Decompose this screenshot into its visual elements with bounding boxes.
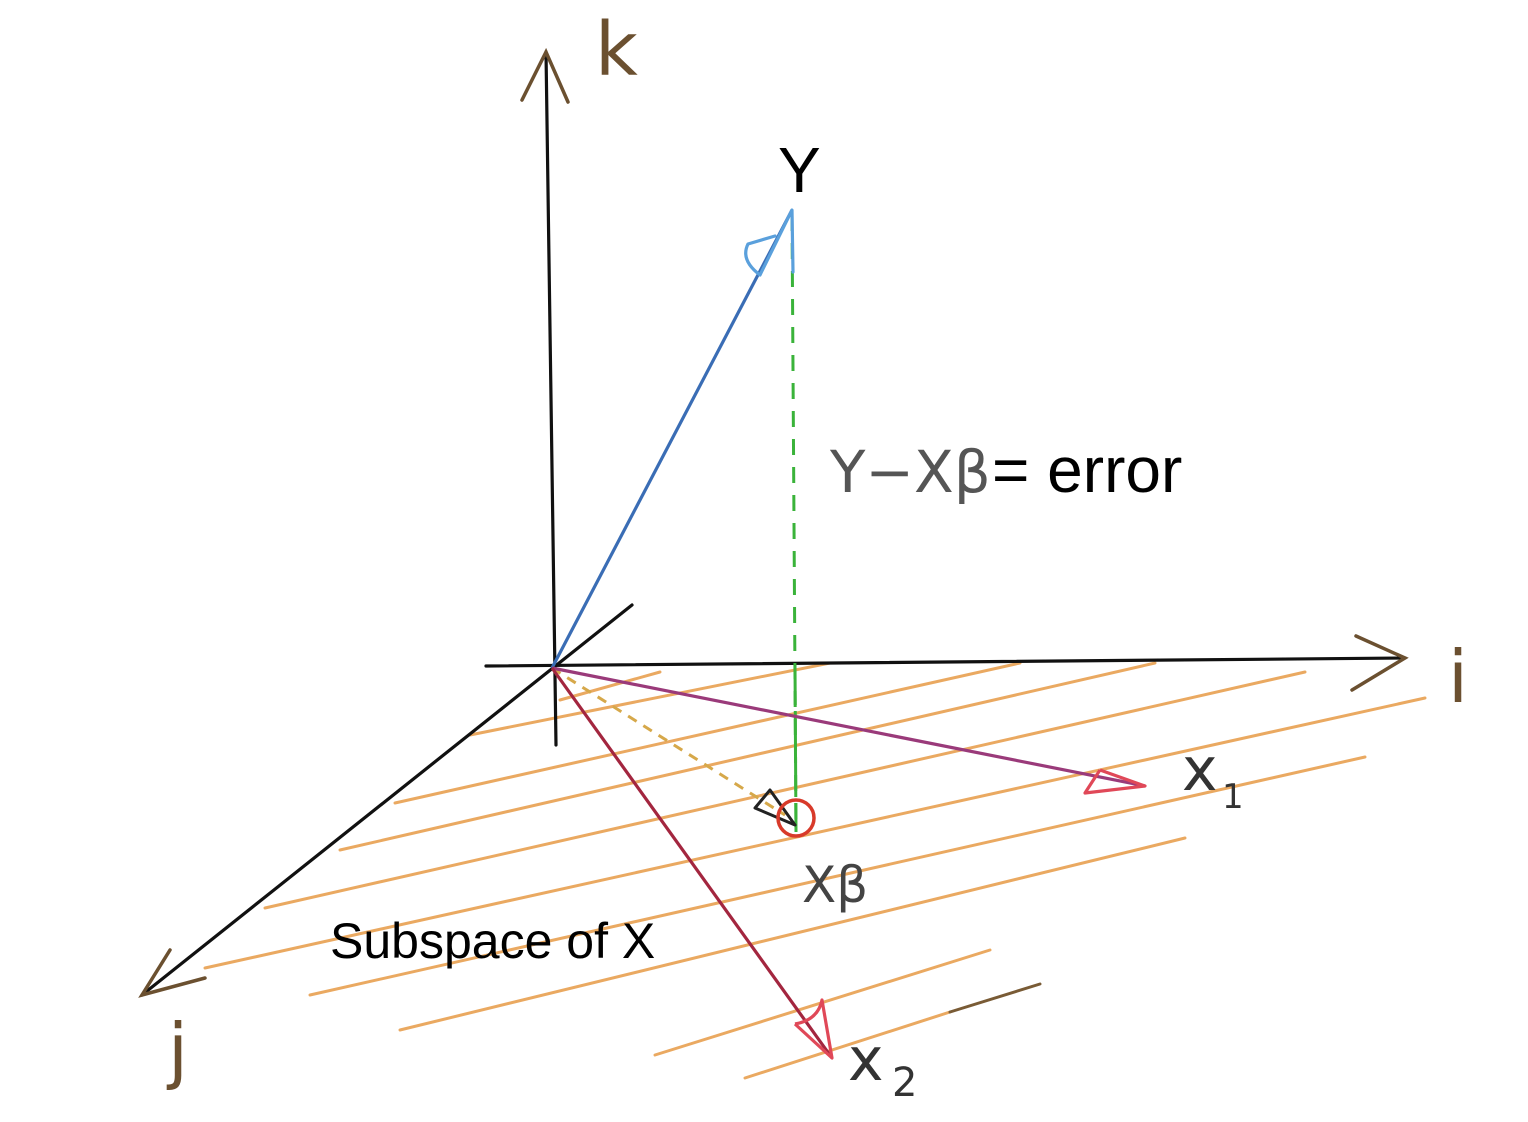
i-axis-arrowhead (1350, 634, 1409, 692)
k-axis (544, 50, 558, 747)
y-vector-arrowhead (744, 208, 795, 277)
k-axis-arrowhead (520, 47, 570, 104)
hatch-line (393, 661, 1022, 805)
hatch-line (743, 1010, 952, 1080)
i-axis-label: i (1448, 635, 1468, 719)
x1-label: x (1182, 735, 1218, 805)
j-axis-label: j (166, 1008, 188, 1092)
subspace-label: Subspace of X (330, 913, 655, 969)
k-axis-label: k (595, 7, 638, 93)
x2-label: x (848, 1025, 884, 1095)
i-axis (484, 656, 1407, 668)
x1-vector (551, 666, 1146, 788)
hatch-line (263, 670, 1307, 910)
hatch-line (558, 670, 662, 702)
error-text: = error (992, 434, 1182, 506)
hatch-line (338, 661, 1157, 852)
hatch-line (398, 836, 1187, 1032)
hatch-line (308, 755, 1367, 997)
j-axis (140, 603, 634, 997)
error-expression: Y−Xβ (829, 438, 991, 506)
x2-vector-arrowhead (793, 998, 834, 1060)
x2-vector (550, 667, 834, 1059)
x1-subscript: 1 (1222, 777, 1244, 817)
projection-point (776, 798, 816, 838)
axis-arrowheads (138, 47, 1409, 998)
subspace-hatching (203, 661, 1427, 1080)
hatch-line (948, 982, 1042, 1014)
x1-vector-arrowhead (1083, 768, 1147, 795)
y-label: Y (778, 134, 821, 206)
projection-label: Xβ (802, 856, 868, 914)
projection-line (551, 666, 786, 817)
hatch-line (468, 661, 832, 737)
hatch-line (203, 696, 1427, 970)
error-line-plane (793, 664, 798, 833)
axes (140, 50, 1407, 997)
j-axis-arrowhead (138, 948, 207, 998)
y-vector (550, 209, 794, 669)
x2-subscript: 2 (892, 1060, 917, 1106)
